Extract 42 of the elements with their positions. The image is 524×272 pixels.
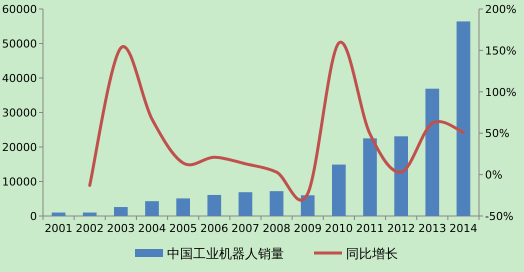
- bar: [145, 201, 159, 216]
- x-tick-label: 2004: [138, 222, 166, 235]
- bar: [425, 88, 440, 216]
- y-tick-label: 10000: [2, 176, 37, 188]
- y-tick-label: 30000: [2, 106, 37, 120]
- x-tick-label: 2009: [294, 222, 322, 235]
- bar: [238, 192, 252, 216]
- bar: [82, 212, 97, 216]
- bar: [176, 198, 190, 216]
- y-tick-label: 20000: [2, 141, 37, 154]
- bar: [52, 212, 66, 216]
- bar: [270, 191, 284, 216]
- y-tick-label: 50000: [2, 38, 37, 50]
- bar: [332, 164, 346, 216]
- x-tick-label: 2008: [262, 222, 291, 235]
- x-tick-label: 2010: [324, 222, 353, 235]
- x-tick-label: 2005: [169, 222, 198, 235]
- y2-tick-label: 100%: [485, 86, 516, 99]
- x-tick-label: 2013: [418, 222, 446, 235]
- y-tick-label: 60000: [2, 3, 37, 16]
- y-tick-label: 0: [30, 210, 37, 223]
- x-tick-label: 2002: [76, 222, 104, 235]
- x-tick-label: 2006: [200, 222, 228, 235]
- x-tick-label: 2011: [356, 222, 384, 235]
- x-tick-label: 2003: [106, 222, 135, 235]
- legend-label: 同比增长: [346, 247, 398, 262]
- y2-tick-label: 150%: [485, 44, 516, 58]
- x-tick-label: 2001: [44, 222, 73, 235]
- y-tick-label: 40000: [2, 72, 37, 85]
- bar: [456, 21, 470, 216]
- bar: [363, 138, 377, 216]
- y2-tick-label: -50%: [485, 210, 514, 223]
- y2-tick-label: 0%: [485, 168, 502, 182]
- bar: [394, 136, 408, 216]
- x-tick-label: 2012: [387, 222, 416, 235]
- y2-tick-label: 200%: [485, 3, 516, 16]
- y2-tick-label: 50%: [485, 127, 510, 140]
- bar: [114, 207, 128, 216]
- legend-label: 中国工业机器人销量: [167, 247, 284, 262]
- x-tick-label: 2007: [231, 222, 260, 235]
- x-tick-label: 2014: [449, 222, 478, 235]
- bar: [207, 194, 222, 216]
